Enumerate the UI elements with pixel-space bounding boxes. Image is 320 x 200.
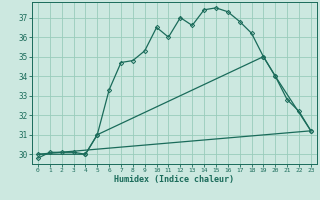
X-axis label: Humidex (Indice chaleur): Humidex (Indice chaleur) (115, 175, 234, 184)
